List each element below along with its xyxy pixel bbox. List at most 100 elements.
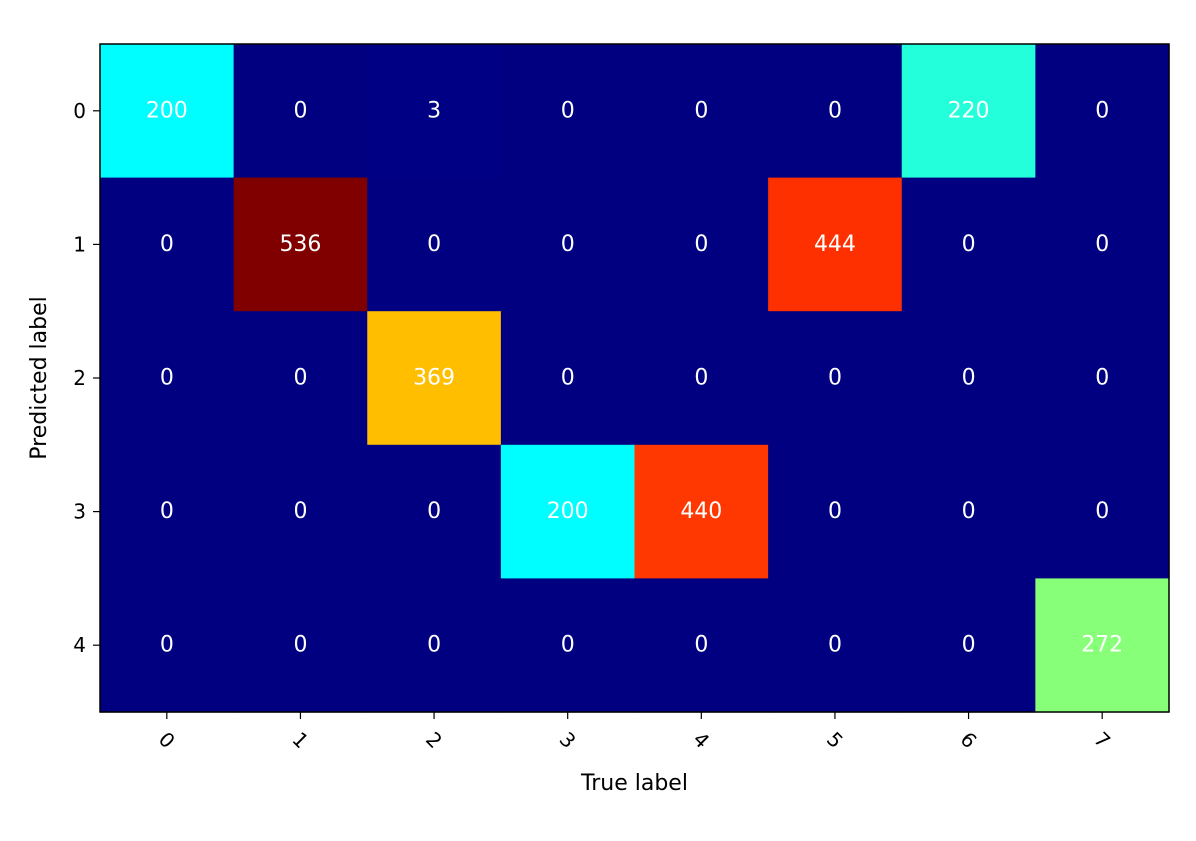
- x-tick-label: 5: [822, 727, 848, 753]
- heatmap-cell: [1035, 311, 1170, 446]
- cell-value-label: 0: [561, 232, 575, 257]
- x-tick-label: 4: [688, 727, 714, 753]
- heatmap-cell: [901, 311, 1036, 446]
- cell-value-label: 0: [694, 98, 708, 123]
- heatmap-cell: [367, 44, 502, 179]
- heatmap-cell: [901, 177, 1036, 312]
- y-axis-ticks: 0 1 2 3 4: [73, 99, 100, 657]
- heatmap-cell: [233, 311, 368, 446]
- cell-value-label: 0: [160, 633, 174, 658]
- y-tick-label: 4: [73, 633, 86, 657]
- cell-value-label: 272: [1081, 633, 1123, 658]
- heatmap-cell: [768, 44, 903, 179]
- cell-value-label: 0: [293, 366, 307, 391]
- heatmap-cell: [901, 578, 1036, 713]
- heatmap-cell: [100, 44, 235, 179]
- cell-value-label: 0: [694, 366, 708, 391]
- heatmap-cell: [367, 311, 502, 446]
- heatmap-cell: [634, 311, 769, 446]
- x-tick-label: 3: [555, 727, 581, 753]
- cell-value-label: 0: [293, 633, 307, 658]
- heatmap-cell: [367, 444, 502, 579]
- cell-value-label: 3: [427, 98, 441, 123]
- cell-value-label: 0: [561, 98, 575, 123]
- heatmap-cell: [233, 444, 368, 579]
- x-tick-label: 6: [956, 727, 982, 753]
- cell-value-label: 0: [293, 499, 307, 524]
- cell-value-label: 200: [146, 98, 188, 123]
- cell-value-label: 0: [427, 499, 441, 524]
- y-tick-label: 1: [73, 232, 86, 256]
- heatmap-cell: [100, 177, 235, 312]
- heatmap-cell: [500, 578, 636, 713]
- cell-value-label: 0: [1095, 366, 1109, 391]
- cell-value-label: 0: [1095, 232, 1109, 257]
- cell-value-label: 0: [427, 232, 441, 257]
- y-tick-label: 2: [73, 366, 86, 390]
- heatmap-cell: [1035, 44, 1170, 179]
- heatmap-cell: [901, 44, 1036, 179]
- cell-value-label: 200: [547, 499, 589, 524]
- cell-value-label: 0: [160, 232, 174, 257]
- heatmap-cell: [768, 578, 903, 713]
- heatmap-cell: [768, 177, 903, 312]
- y-tick-label: 3: [73, 500, 86, 524]
- heatmap-cell: [901, 444, 1036, 579]
- heatmap-cell: [233, 578, 368, 713]
- cell-value-label: 0: [694, 232, 708, 257]
- cell-value-label: 0: [828, 633, 842, 658]
- cell-value-label: 444: [814, 232, 856, 257]
- cell-value-label: 0: [828, 98, 842, 123]
- heatmap-cell: [100, 444, 235, 579]
- heatmap-cell: [100, 311, 235, 446]
- heatmap-cell: [367, 177, 502, 312]
- heatmap-cell: [1035, 444, 1170, 579]
- y-axis-label: Predicted label: [27, 296, 52, 459]
- cell-value-labels: 200 0 3 0 0 0 220 0 0 536 0 0 0 444 0 0 0 0 369 0 0 0 0 0 0 0 0 200…: [146, 98, 1123, 657]
- heatmap-cell: [634, 444, 769, 579]
- cell-value-label: 0: [962, 633, 976, 658]
- y-tick-label: 0: [73, 99, 86, 123]
- cell-value-label: 0: [1095, 98, 1109, 123]
- cell-value-label: 0: [1095, 499, 1109, 524]
- heatmap-cell: [634, 578, 769, 713]
- heatmap-cell: [367, 578, 502, 713]
- cell-value-label: 0: [962, 499, 976, 524]
- heatmap-cell: [634, 177, 769, 312]
- cell-value-label: 220: [948, 98, 990, 123]
- heatmap-cell: [634, 44, 769, 179]
- heatmap-cell: [768, 444, 903, 579]
- x-tick-label: 2: [421, 727, 447, 753]
- heatmap-cell: [500, 177, 636, 312]
- x-axis-ticks: 0 1 2 3 4 5 6 7: [154, 712, 1115, 753]
- heatmap-cell: [1035, 578, 1170, 713]
- x-tick-label: 1: [287, 727, 313, 753]
- heatmap-cell: [500, 444, 636, 579]
- cell-value-label: 0: [561, 633, 575, 658]
- cell-value-label: 0: [828, 366, 842, 391]
- cell-value-label: 0: [427, 633, 441, 658]
- cell-value-label: 0: [160, 499, 174, 524]
- heatmap-cells: [100, 44, 1170, 713]
- cell-value-label: 369: [413, 366, 455, 391]
- heatmap-cell: [100, 578, 235, 713]
- cell-value-label: 0: [962, 366, 976, 391]
- cell-value-label: 0: [694, 633, 708, 658]
- heatmap-cell: [233, 177, 368, 312]
- cell-value-label: 0: [293, 98, 307, 123]
- cell-value-label: 0: [828, 499, 842, 524]
- cell-value-label: 440: [680, 499, 722, 524]
- heatmap-cell: [1035, 177, 1170, 312]
- cell-value-label: 536: [279, 232, 321, 257]
- heatmap-cell: [768, 311, 903, 446]
- x-tick-label: 0: [154, 727, 180, 753]
- cell-value-label: 0: [962, 232, 976, 257]
- heatmap-cell: [500, 44, 636, 179]
- cell-value-label: 0: [160, 366, 174, 391]
- heatmap-cell: [500, 311, 636, 446]
- cell-value-label: 0: [561, 366, 575, 391]
- x-axis-label: True label: [580, 771, 688, 796]
- heatmap-cell: [233, 44, 368, 179]
